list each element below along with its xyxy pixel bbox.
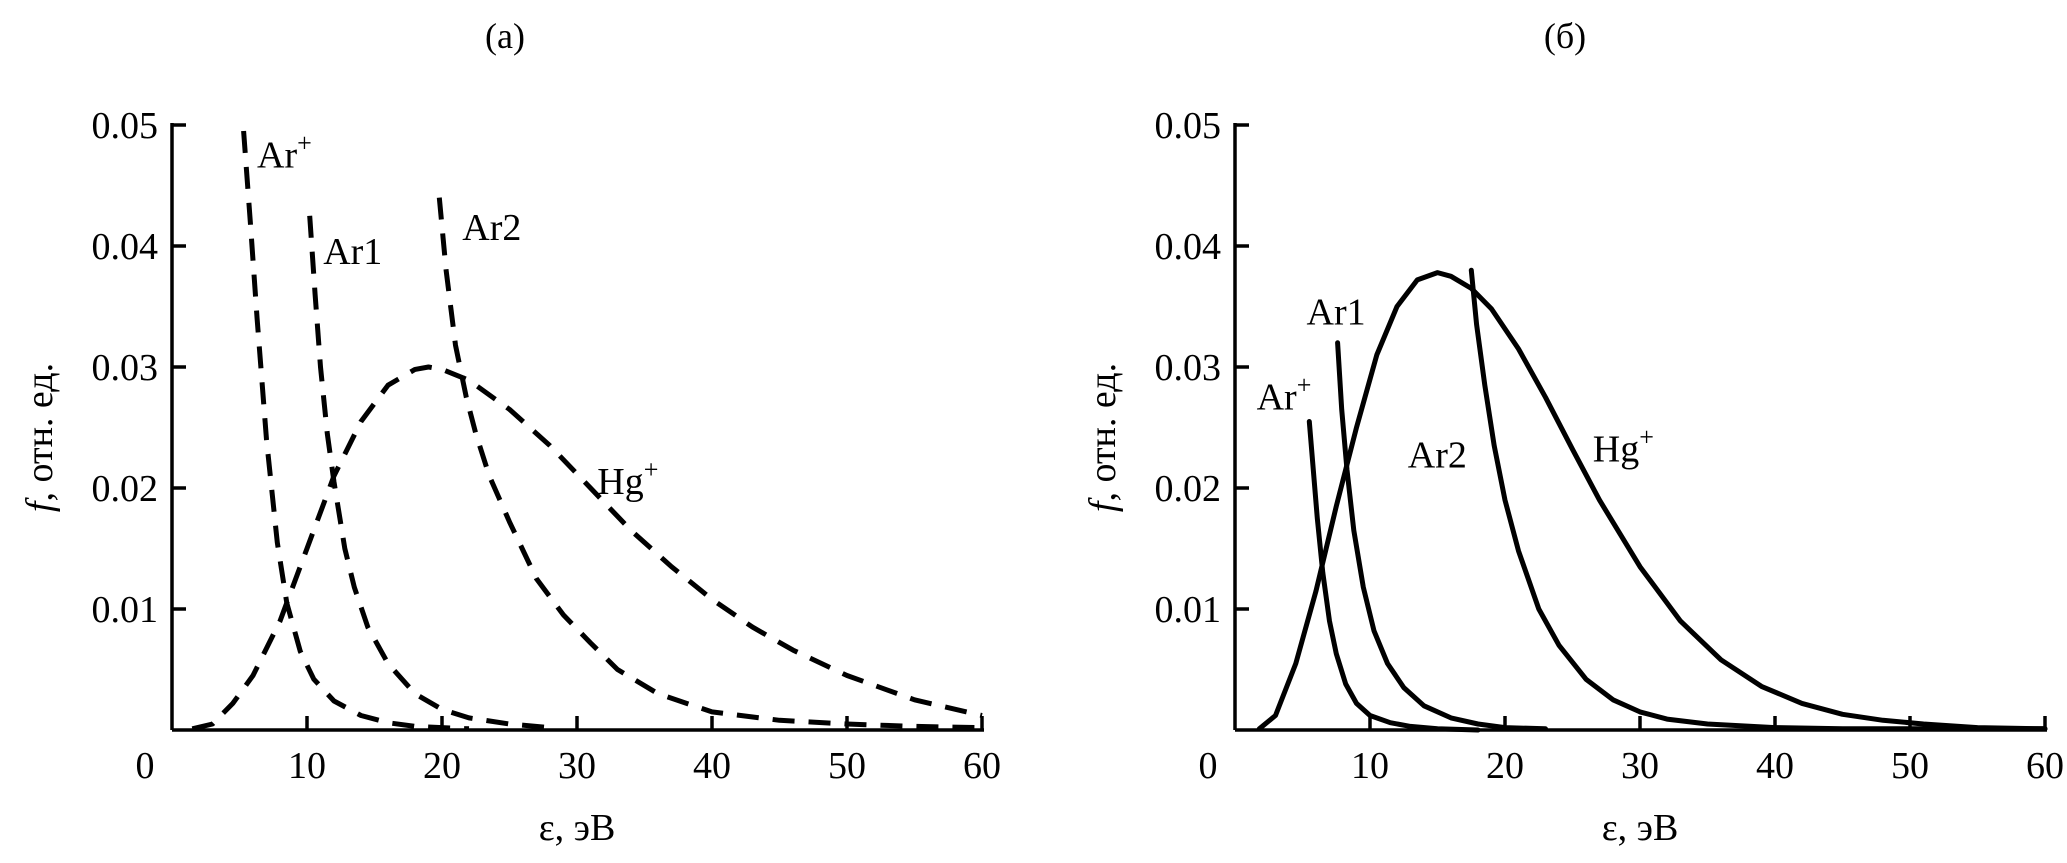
y-tick-label: 0.02 xyxy=(92,468,159,510)
x-tick-label: 10 xyxy=(1351,745,1389,787)
series-line-ar-plus xyxy=(1306,419,1481,733)
y-tick-label: 0.03 xyxy=(1155,347,1222,389)
x-tick-label: 30 xyxy=(558,745,596,787)
y-tick-label: 0.02 xyxy=(1155,468,1222,510)
x-tick-label: 0 xyxy=(1199,745,1218,787)
series-label: Ar1 xyxy=(323,231,382,273)
series-label: Ar2 xyxy=(1408,434,1467,476)
y-tick-label: 0.03 xyxy=(92,347,159,389)
x-tick-label: 30 xyxy=(1621,745,1659,787)
series-line-hg-plus xyxy=(191,364,983,732)
x-axis-label: ε, эВ xyxy=(1602,807,1679,849)
series-label: Ar+ xyxy=(257,128,312,176)
x-tick-label: 40 xyxy=(1756,745,1794,787)
series-label: Hg+ xyxy=(1593,422,1654,470)
series-label: Ar+ xyxy=(1257,370,1312,418)
x-axis-label: ε, эВ xyxy=(539,807,616,849)
series-label: Hg+ xyxy=(597,455,658,503)
x-tick-label: 20 xyxy=(423,745,461,787)
y-axis-label: f, отн. ед. xyxy=(1082,363,1124,512)
chart-panel-2: (б) 0 10 20 30 40 50 60 0.01 0.02 0.03 0.04 0.05 ε, э… xyxy=(1082,16,2064,849)
x-tick-label: 0 xyxy=(136,745,155,787)
y-axis-label: f, отн. ед. xyxy=(19,363,61,512)
x-tick-label: 20 xyxy=(1486,745,1524,787)
x-tick-label: 60 xyxy=(963,745,1001,787)
series-line-hg-plus xyxy=(1256,270,2048,732)
series-line-ar2 xyxy=(436,197,983,731)
y-tick-label: 0.01 xyxy=(1155,589,1222,631)
series-line-ar1 xyxy=(307,215,551,731)
y-tick-label: 0.05 xyxy=(92,105,159,147)
y-tick-label: 0.05 xyxy=(1155,105,1222,147)
panel-label: (a) xyxy=(485,16,525,56)
panel-label: (б) xyxy=(1544,16,1586,56)
series-line-ar-plus xyxy=(241,130,470,732)
x-tick-label: 40 xyxy=(693,745,731,787)
x-tick-label: 60 xyxy=(2026,745,2064,787)
x-tick-label: 10 xyxy=(288,745,326,787)
y-tick-label: 0.04 xyxy=(1155,226,1222,268)
chart-panel-1: (a) 0 10 20 30 40 50 60 0.01 0.02 0.03 0.04 0.05 ε, э… xyxy=(19,16,1001,849)
series-label: Ar2 xyxy=(462,207,521,249)
y-tick-label: 0.01 xyxy=(92,589,159,631)
series-line-ar2 xyxy=(1468,267,2048,732)
y-tick-label: 0.04 xyxy=(92,226,159,268)
series-label: Ar1 xyxy=(1307,292,1366,334)
x-tick-label: 50 xyxy=(828,745,866,787)
x-tick-label: 50 xyxy=(1891,745,1929,787)
